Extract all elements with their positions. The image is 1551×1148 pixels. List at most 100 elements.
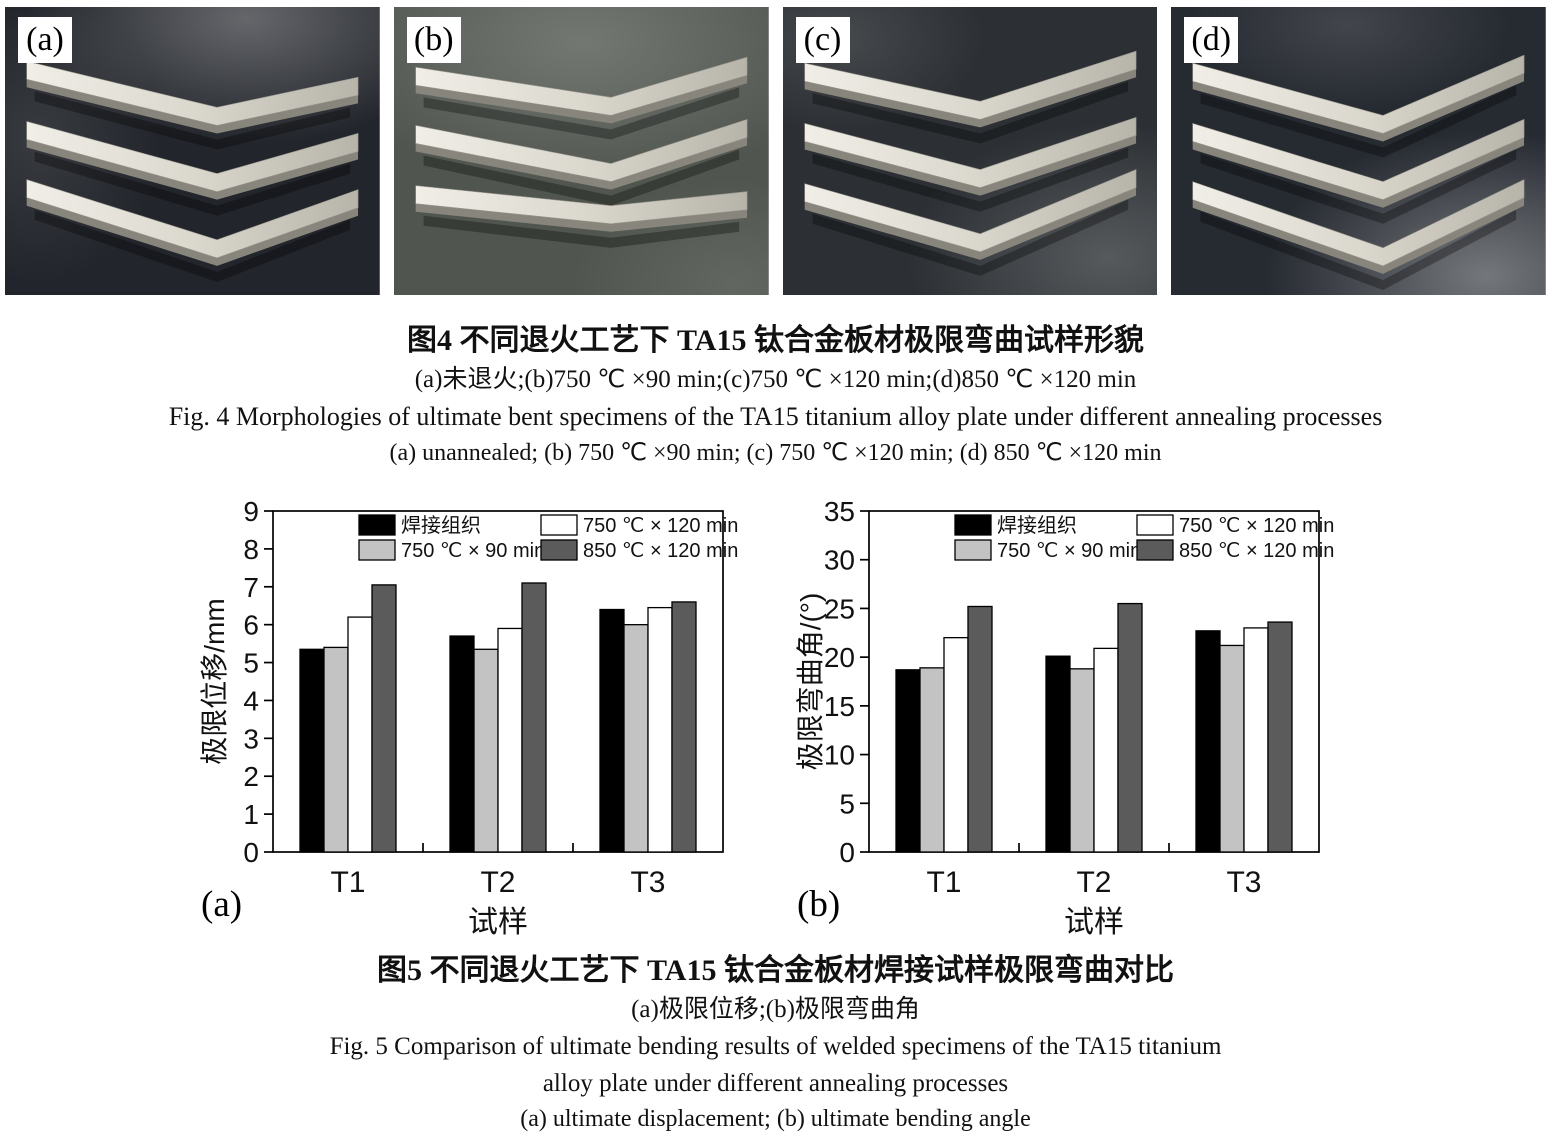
y-tick-label: 8 (243, 534, 259, 565)
bar (472, 648, 499, 853)
specimen-strip (26, 60, 359, 126)
legend-swatch (357, 514, 396, 536)
photo-panel-c: (c) (782, 7, 1158, 295)
x-category-label: T1 (330, 866, 365, 899)
specimen-strip (26, 121, 359, 192)
specimen-strip (803, 116, 1136, 188)
figure5-title-en-line2: alloy plate under different annealing pr… (542, 1070, 1009, 1097)
bar (370, 584, 397, 853)
bar (1194, 630, 1221, 853)
figure4-title-en: Fig. 4 Morphologies of ultimate bent spe… (168, 402, 1383, 431)
specimen-photo-a (5, 7, 380, 295)
bar (1242, 627, 1269, 853)
y-tick-label: 20 (823, 642, 854, 673)
y-tick-label: 1 (243, 799, 259, 830)
y-axis-title: 极限弯曲角/(°) (795, 593, 826, 771)
bar (1218, 644, 1245, 853)
x-category-label: T3 (630, 866, 665, 899)
figure4-photo-row: (a) (b) (c) (d) (0, 0, 1551, 295)
figure5-charts-row: 0 1 2 3 4 5 6 7 8 9 T1 T2 T3 试样 极限位移/mm (a) 焊接组织 750 ℃ × … (0, 497, 1551, 935)
figure4-note-en: (a) unannealed; (b) 750 ℃ ×90 min; (c) 7… (389, 440, 1162, 466)
specimen-strip (415, 185, 748, 225)
chart-panel-letter: (a) (201, 884, 242, 925)
specimen-edge (804, 135, 1136, 196)
y-tick-label: 0 (243, 837, 259, 868)
specimen-strip (803, 50, 1136, 120)
bar (448, 635, 475, 853)
y-tick-label: 25 (823, 593, 854, 624)
specimen-strip (1192, 54, 1525, 134)
y-tick-label: 2 (243, 761, 259, 792)
legend-label: 750 ℃ × 90 min (401, 540, 545, 562)
chart-ultimate-bending-angle: 0 5 10 15 20 25 30 35 T1 T2 T3 试样 极限弯曲角/(°) (b) 焊接组织 75… (795, 497, 1334, 935)
specimen-shadow (423, 149, 739, 206)
y-tick-label: 15 (823, 691, 854, 722)
legend-swatch (953, 539, 992, 561)
figure5-title-zh: 图5 不同退火工艺下 TA15 钛合金板材焊接试样极限弯曲对比 (377, 954, 1174, 987)
bar (346, 616, 373, 853)
legend-swatch (539, 539, 578, 561)
x-axis-title: 试样 (1064, 906, 1124, 935)
y-tick-label: 30 (823, 545, 854, 576)
specimen-edge (415, 137, 747, 190)
specimen-strip (1192, 179, 1525, 267)
bar (918, 667, 945, 853)
specimen-shadow (34, 91, 351, 150)
bar (1044, 655, 1071, 853)
y-tick-label: 0 (839, 837, 855, 868)
specimen-shadow (1200, 85, 1517, 158)
specimen-shadow (423, 215, 739, 248)
bar (894, 669, 921, 853)
photo-panel-b: (b) (393, 7, 769, 295)
specimen-edge (1192, 197, 1525, 274)
bar (942, 637, 969, 853)
x-category-label: T2 (1076, 866, 1111, 899)
chart-panel-letter: (b) (797, 884, 840, 925)
figure5-caption: 图5 不同退火工艺下 TA15 钛合金板材焊接试样极限弯曲对比 (a)极限位移;… (0, 951, 1551, 1137)
bar (598, 608, 625, 853)
legend-swatch (1135, 514, 1174, 536)
specimen-shadow (1200, 209, 1517, 290)
y-tick-label: 7 (243, 572, 259, 603)
legend-swatch (953, 514, 992, 536)
bar (520, 582, 547, 853)
specimen-edge (26, 197, 359, 266)
y-tick-label: 3 (243, 723, 259, 754)
bar (298, 648, 325, 853)
y-axis-title: 极限位移/mm (199, 598, 230, 764)
y-tick-label: 9 (243, 497, 259, 527)
photo-panel-label-a: (a) (18, 17, 72, 63)
y-tick-label: 4 (243, 685, 259, 716)
bar (1266, 621, 1293, 853)
bar (646, 606, 673, 853)
legend-swatch (357, 539, 396, 561)
specimen-shadow (812, 199, 1128, 276)
bar (496, 627, 523, 853)
specimen-strip (26, 179, 359, 259)
legend-swatch (539, 514, 578, 536)
specimen-edge (804, 69, 1136, 128)
y-tick-label: 5 (243, 648, 259, 679)
bar (670, 601, 697, 853)
photo-panel-a: (a) (5, 7, 380, 295)
specimen-edge (26, 79, 359, 134)
bar (322, 646, 349, 853)
specimen-shadow (1200, 149, 1517, 224)
figure4-title-zh: 图4 不同退火工艺下 TA15 钛合金板材极限弯曲试样形貌 (407, 324, 1144, 357)
y-tick-label: 35 (823, 497, 854, 527)
specimen-shadow (34, 151, 351, 216)
x-category-label: T2 (480, 866, 515, 899)
x-category-label: T1 (926, 866, 961, 899)
specimen-edge (804, 187, 1136, 260)
legend-swatch (1135, 539, 1174, 561)
legend-label: 焊接组织 (997, 514, 1077, 537)
legend-label: 750 ℃ × 90 min (997, 540, 1141, 562)
x-category-label: T3 (1226, 866, 1261, 899)
y-tick-label: 5 (839, 788, 855, 819)
specimen-strip (415, 56, 748, 116)
specimen-strip (1192, 118, 1525, 200)
photo-panel-label-b: (b) (406, 17, 461, 63)
chart-ultimate-displacement: 0 1 2 3 4 5 6 7 8 9 T1 T2 T3 试样 极限位移/mm (a) 焊接组织 750 ℃ × … (199, 497, 738, 935)
photo-panel-label-c: (c) (795, 17, 850, 63)
